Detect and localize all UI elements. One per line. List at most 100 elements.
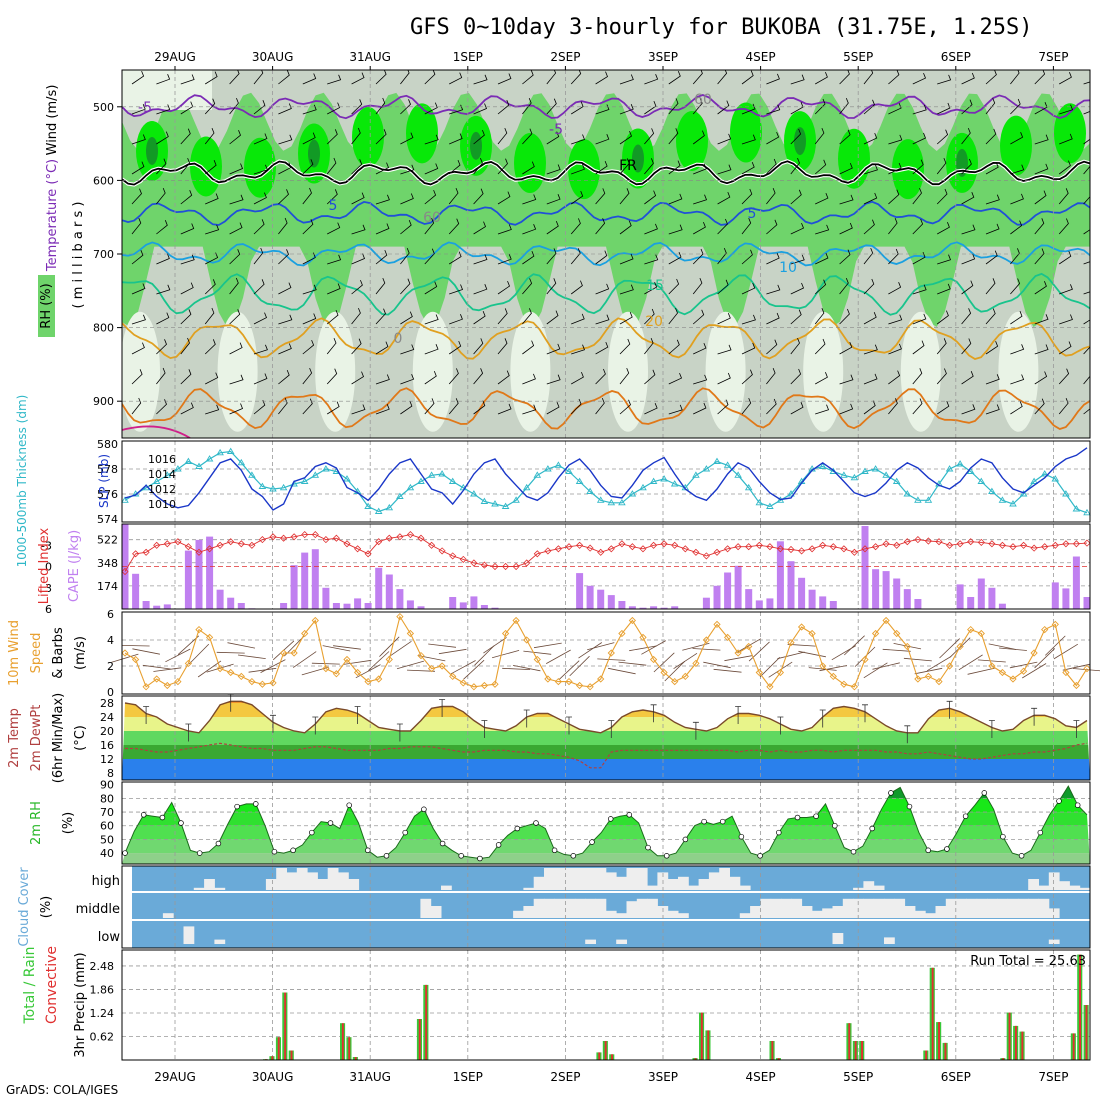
- surface-wind-barb: [558, 660, 580, 681]
- thickness-marker: [396, 492, 404, 499]
- li-marker: [850, 548, 858, 556]
- slp-tick: 1010: [148, 498, 176, 511]
- wind-barb: [351, 192, 365, 205]
- wind-barb: [961, 192, 975, 205]
- wind-speed-marker: [1062, 668, 1070, 677]
- wind-barb: [888, 248, 899, 265]
- wind-barb: [790, 189, 802, 205]
- isotherm-30: [122, 425, 191, 438]
- convective-bar: [931, 967, 934, 1060]
- wind-barb: [473, 400, 486, 415]
- surface-wind-barb: [1009, 661, 1038, 669]
- wind-barb: [1034, 70, 1046, 85]
- surface-wind-barb: [301, 666, 329, 676]
- li-marker: [449, 552, 457, 560]
- wind-barb: [449, 72, 463, 85]
- wind-speed-marker: [671, 677, 679, 686]
- cloud-clear-cell: [585, 898, 596, 918]
- wind-barb: [985, 223, 1000, 235]
- thickness-marker: [871, 465, 880, 472]
- contour-label: -5: [138, 100, 152, 116]
- thickness-marker: [195, 462, 203, 469]
- wind-barb: [912, 218, 924, 235]
- wind-barb: [741, 314, 756, 325]
- wind-barb: [717, 344, 732, 355]
- temp-minmax-whisker: [396, 723, 403, 742]
- surface-wind-barb: [872, 662, 900, 670]
- wind-barb: [156, 339, 167, 355]
- convective-bar: [1072, 1033, 1075, 1060]
- wind-barb: [449, 284, 464, 295]
- cape-bar: [153, 605, 161, 609]
- wind-barb: [253, 192, 267, 205]
- wind-barb: [278, 103, 292, 115]
- li-marker: [702, 552, 710, 560]
- rh2m-marker: [607, 816, 614, 822]
- wind-barb: [863, 99, 875, 115]
- wind-barb: [448, 398, 459, 415]
- wind-barb: [888, 189, 900, 205]
- wind-barb: [497, 127, 508, 145]
- li-marker: [755, 541, 763, 549]
- wind-barb: [1010, 248, 1020, 265]
- wind-barb: [644, 190, 657, 205]
- wind-barb: [619, 253, 634, 265]
- cloud-clear-cell: [564, 898, 576, 918]
- rh2m-marker: [794, 814, 801, 821]
- cape-bar: [861, 526, 869, 609]
- wind-barb: [644, 100, 657, 115]
- wind-barb: [253, 70, 264, 85]
- li-marker: [470, 559, 478, 567]
- wind10m-panel: 6 4 2 0 10m Wind Speed & Barbs (m/s): [7, 608, 1100, 699]
- wind-barb: [1059, 133, 1073, 145]
- wind-barb: [326, 157, 337, 175]
- convective-bar: [861, 1041, 863, 1060]
- cloud-clear-cell: [811, 910, 823, 918]
- rh2m-marker: [346, 802, 352, 808]
- cape-tick: 522: [97, 534, 118, 547]
- rh-core: [244, 137, 276, 198]
- wind-barb: [424, 248, 435, 265]
- wind-barb: [790, 337, 800, 355]
- wind-barb: [668, 251, 682, 265]
- precip-label: 3hr Precip (mm): [73, 952, 88, 1057]
- wind-barb: [1083, 346, 1090, 355]
- wind-barb: [375, 129, 387, 145]
- rh2m-marker: [159, 814, 166, 821]
- cloud-clear-cell: [904, 906, 916, 918]
- lifted-cape-panel: -3 0 3 6 522 348 174 Lifted Index CAPE (J/kg): [37, 523, 1091, 616]
- isotherm-5: [122, 200, 1090, 226]
- wind-barb: [888, 370, 901, 385]
- cloud-layer-label: middle: [76, 902, 120, 917]
- wind-barb: [766, 312, 780, 325]
- wind-speed-marker: [882, 616, 890, 625]
- wind-barb: [253, 219, 265, 235]
- wind-barb: [546, 401, 560, 415]
- surface-wind-barb: [903, 657, 932, 662]
- wind-speed-marker: [417, 651, 425, 660]
- cape-bar: [480, 605, 488, 609]
- wind-speed-marker: [956, 642, 964, 651]
- thickness-marker: [480, 497, 489, 504]
- rh-core: [1000, 115, 1032, 176]
- wind-speed-marker: [375, 675, 383, 683]
- thickness-marker: [470, 490, 478, 497]
- cloud-clear-cell: [574, 868, 586, 890]
- wind-barb: [180, 190, 193, 205]
- convective-bar: [348, 1037, 351, 1060]
- rh-core: [514, 133, 546, 194]
- wind-barb: [1034, 218, 1045, 235]
- rh-dry-plume: [705, 311, 746, 432]
- wind-speed-marker: [523, 636, 531, 644]
- li-marker: [544, 547, 552, 555]
- wind-barb: [351, 72, 365, 85]
- date-label-bottom: 2SEP: [550, 1070, 580, 1084]
- rh-dry-plume: [122, 311, 160, 432]
- temp-label-1: 2m Temp: [7, 708, 22, 768]
- wind-barb: [595, 314, 610, 325]
- isotherm-20: [122, 317, 1090, 360]
- cape-bar: [914, 599, 922, 609]
- cloud-clear-cell: [204, 879, 215, 890]
- wind-barb: [400, 374, 415, 385]
- li-marker: [322, 536, 330, 544]
